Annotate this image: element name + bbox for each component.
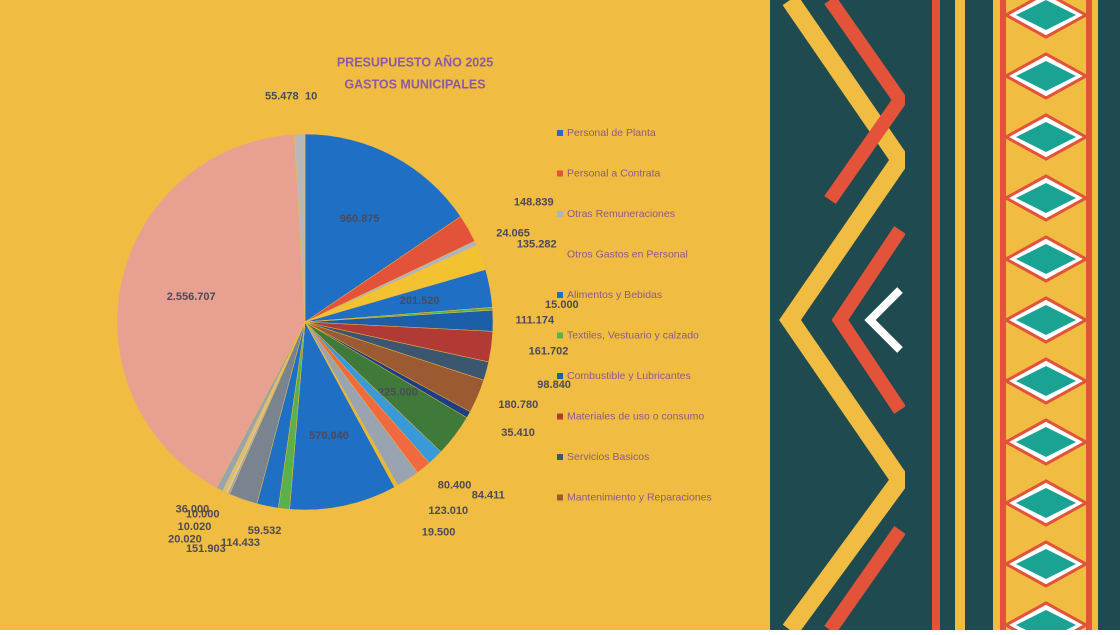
data-label: 80.400: [438, 479, 472, 491]
chart-title: PRESUPUESTO AÑO 2025: [337, 54, 493, 69]
data-label: 35.410: [501, 427, 535, 439]
data-label: 960.875: [340, 213, 380, 225]
legend-label: Alimentos y Bebidas: [567, 289, 662, 301]
legend-swatch: [557, 495, 563, 501]
data-label: 123.010: [428, 505, 468, 517]
data-label: 84.411: [472, 489, 505, 501]
data-label: 180.780: [498, 399, 538, 411]
data-label: 161.702: [529, 346, 569, 358]
legend-label: Personal de Planta: [567, 127, 656, 139]
legend-label: Otras Remuneraciones: [567, 208, 675, 220]
data-label: 111.174: [516, 315, 555, 327]
legend-label: Personal a Contrata: [567, 167, 661, 179]
data-label: 570.040: [309, 430, 349, 442]
legend-label: Textiles, Vestuario y calzado: [567, 329, 699, 341]
data-label: 135.282: [517, 238, 557, 250]
legend-swatch: [557, 414, 563, 420]
legend-swatch: [557, 211, 563, 217]
legend-label: Combustible y Lubricantes: [567, 370, 691, 382]
data-label: 148.839: [514, 196, 554, 208]
data-label: 10.020: [178, 521, 212, 533]
legend-swatch: [557, 130, 563, 136]
data-label: 2.556.707: [167, 291, 216, 303]
data-label: 59.532: [248, 525, 282, 537]
data-label: 20.020: [168, 533, 202, 545]
legend-swatch: [557, 454, 563, 460]
data-label: 98.840: [537, 379, 571, 391]
data-label: 201.520: [400, 295, 440, 307]
data-label: 10: [305, 90, 317, 102]
legend-label: Otros Gastos en Personal: [567, 248, 688, 260]
legend-label: Servicios Basicos: [567, 451, 649, 463]
legend-label: Materiales de uso o consumo: [567, 410, 704, 422]
legend-swatch: [557, 171, 563, 177]
legend-label: Mantenimiento y Reparaciones: [567, 491, 712, 503]
data-label: 19.500: [422, 526, 456, 538]
legend-swatch: [557, 333, 563, 339]
legend-swatch: [557, 292, 563, 298]
legend-swatch: [557, 252, 563, 258]
legend-swatch: [557, 373, 563, 379]
chart-subtitle: GASTOS MUNICIPALES: [344, 77, 485, 91]
data-label: 55.478: [265, 90, 299, 102]
data-label: 114.433: [221, 537, 260, 549]
data-label: 225.000: [378, 386, 418, 398]
data-label: 36.000: [176, 503, 210, 515]
